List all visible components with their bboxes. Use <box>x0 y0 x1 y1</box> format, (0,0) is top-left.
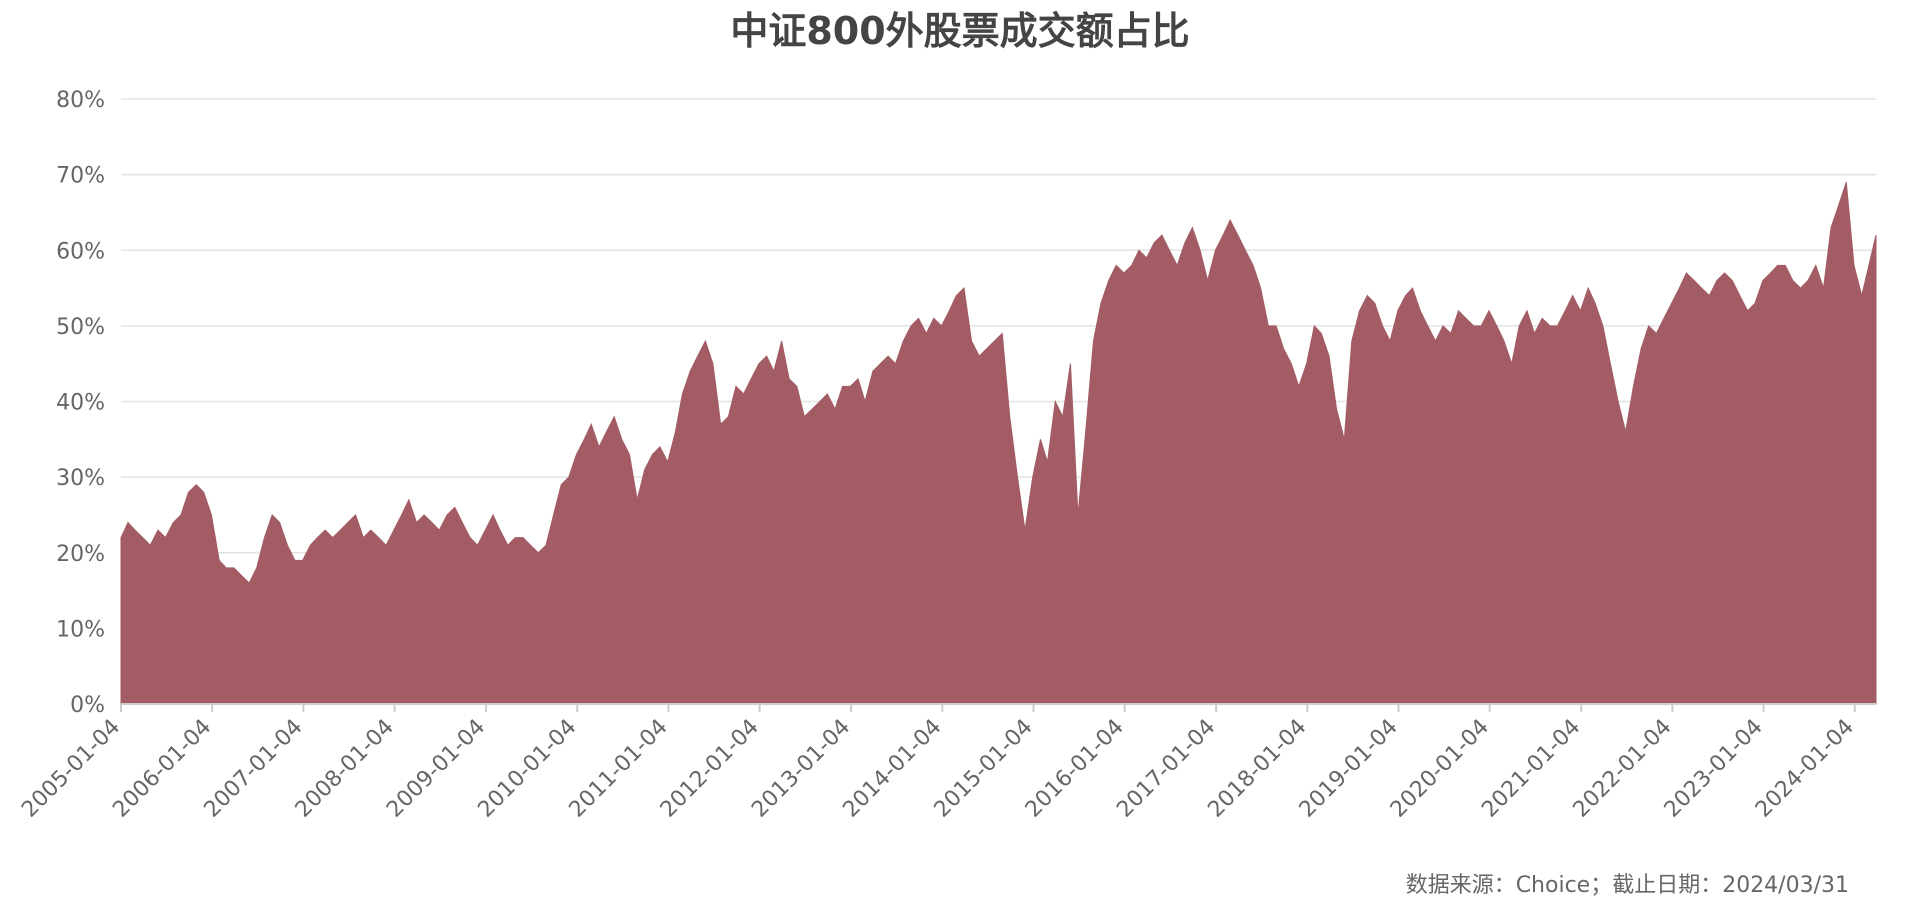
source-note: 数据来源：Choice；截止日期：2024/03/31 <box>1406 873 1849 898</box>
y-tick-label: 10% <box>56 617 105 642</box>
x-tick-label: 2024-01-04 <box>1751 715 1859 823</box>
y-tick-label: 30% <box>56 466 105 491</box>
y-tick-label: 50% <box>56 315 105 340</box>
y-tick-label: 20% <box>56 542 105 567</box>
y-tick-label: 40% <box>56 391 105 416</box>
y-tick-label: 0% <box>70 693 105 718</box>
y-tick-label: 80% <box>56 88 105 113</box>
chart-title: 中证800外股票成交额占比 <box>730 9 1189 53</box>
area <box>120 182 1877 705</box>
y-tick-label: 70% <box>56 164 105 189</box>
y-tick-label: 60% <box>56 239 105 264</box>
